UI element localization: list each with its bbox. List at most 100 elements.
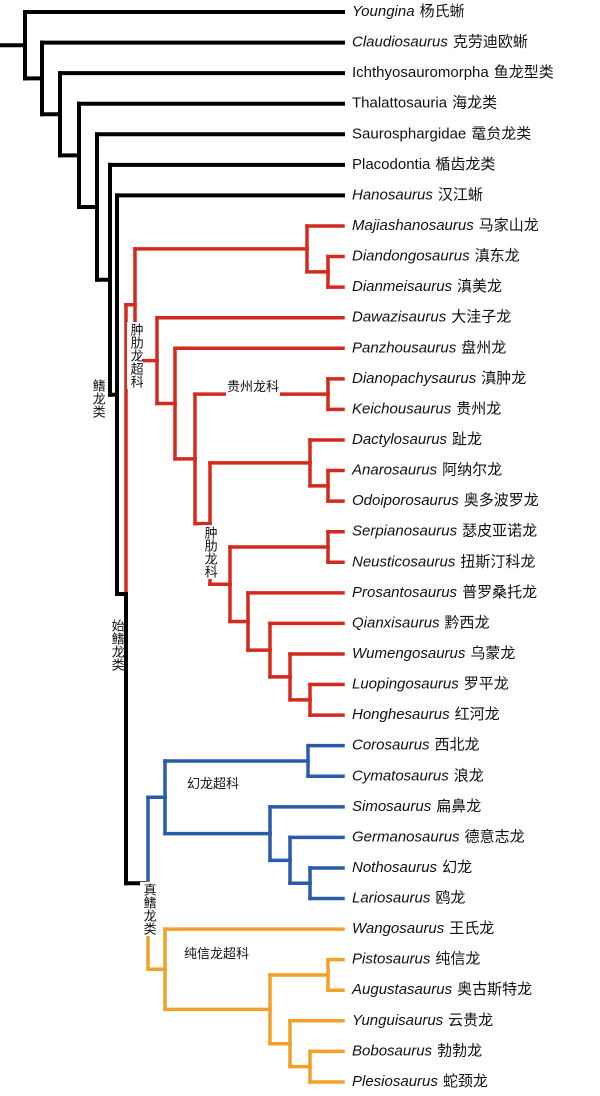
taxon-chinese: 纯信龙 bbox=[435, 951, 480, 968]
taxon-latin: Dianopachysaurus bbox=[352, 370, 477, 387]
taxon-chinese: 海龙类 bbox=[452, 95, 497, 112]
taxon-latin: Odoiporosaurus bbox=[352, 492, 459, 509]
taxon-chinese: 瑟皮亚诺龙 bbox=[462, 523, 537, 540]
taxon-latin: Youngina bbox=[352, 3, 415, 20]
taxon-chinese: 普罗桑托龙 bbox=[462, 584, 537, 601]
taxon-label: Germanosaurus 德意志龙 bbox=[352, 827, 525, 845]
taxon-label: Qianxisaurus 黔西龙 bbox=[352, 614, 490, 631]
taxon-chinese: 盘州龙 bbox=[461, 338, 506, 356]
taxon-latin: Serpianosaurus bbox=[352, 523, 458, 540]
taxon-label: Youngina 杨氏蜥 bbox=[352, 3, 465, 20]
taxon-latin: Majiashanosaurus bbox=[352, 217, 474, 234]
taxon-chinese: 滇肿龙 bbox=[481, 370, 526, 387]
taxon-latin: Wangosaurus bbox=[352, 920, 445, 937]
taxon-latin: Lariosaurus bbox=[352, 889, 431, 906]
taxon-chinese: 奥古斯特龙 bbox=[457, 981, 532, 998]
taxon-latin: Simosaurus bbox=[352, 798, 432, 815]
clade-label: 贵州龙科 bbox=[226, 380, 281, 396]
taxon-label: Bobosaurus 勃勃龙 bbox=[352, 1042, 482, 1059]
taxon-label: Lariosaurus 鸥龙 bbox=[352, 889, 465, 906]
taxon-latin: Thalattosauria bbox=[352, 95, 448, 112]
taxon-latin: Bobosaurus bbox=[352, 1042, 433, 1059]
taxon-chinese: 乌蒙龙 bbox=[470, 645, 515, 662]
taxon-latin: Claudiosaurus bbox=[352, 34, 448, 51]
taxon-label: Nothosaurus 幻龙 bbox=[352, 859, 472, 876]
taxon-latin: Corosaurus bbox=[352, 737, 430, 754]
taxon-latin: Augustasaurus bbox=[351, 981, 453, 998]
taxon-chinese: 鼋贠龙类 bbox=[471, 125, 531, 142]
taxon-chinese: 红河龙 bbox=[455, 706, 500, 723]
taxon-label: Serpianosaurus 瑟皮亚诺龙 bbox=[352, 523, 537, 540]
taxon-label: Corosaurus 西北龙 bbox=[352, 737, 480, 754]
taxon-label: Hanosaurus 汉江蜥 bbox=[352, 186, 483, 203]
taxon-latin: Placodontia bbox=[352, 156, 431, 173]
taxon-label: Saurosphargidae 鼋贠龙类 bbox=[352, 125, 531, 142]
taxon-chinese: 幻龙 bbox=[442, 859, 472, 876]
taxon-label: Cymatosaurus 浪龙 bbox=[352, 767, 484, 784]
taxon-label: Anarosaurus 阿纳尔龙 bbox=[351, 462, 502, 479]
taxon-latin: Panzhousaurus bbox=[352, 339, 457, 356]
taxon-chinese: 鱼龙型类 bbox=[494, 63, 554, 81]
taxon-latin: Neusticosaurus bbox=[352, 553, 456, 570]
taxon-latin: Wumengosaurus bbox=[352, 645, 466, 662]
taxon-label: Panzhousaurus 盘州龙 bbox=[352, 338, 506, 356]
taxon-label: Odoiporosaurus 奥多波罗龙 bbox=[352, 492, 539, 509]
taxon-chinese: 扭斯汀科龙 bbox=[460, 553, 535, 570]
clade-label: 真鳍龙类 bbox=[140, 882, 156, 936]
taxon-latin: Saurosphargidae bbox=[352, 125, 466, 142]
taxon-label: Luopingosaurus 罗平龙 bbox=[352, 676, 509, 693]
clade-label: 纯信龙超科 bbox=[183, 947, 251, 963]
taxon-label: Dawazisaurus 大洼子龙 bbox=[352, 309, 511, 326]
taxon-chinese: 蛇颈龙 bbox=[443, 1073, 488, 1090]
taxon-label: Pistosaurus 纯信龙 bbox=[352, 951, 480, 968]
clade-label: 幻龙超科 bbox=[186, 777, 241, 793]
taxon-latin: Honghesaurus bbox=[352, 706, 450, 723]
taxon-label: Dianmeisaurus 滇美龙 bbox=[352, 278, 502, 295]
taxon-latin: Pistosaurus bbox=[352, 951, 431, 968]
taxon-chinese: 趾龙 bbox=[452, 431, 482, 448]
taxon-chinese: 德意志龙 bbox=[465, 827, 525, 845]
taxon-latin: Dawazisaurus bbox=[352, 309, 447, 326]
taxon-latin: Cymatosaurus bbox=[352, 767, 449, 784]
taxon-chinese: 马家山龙 bbox=[479, 217, 539, 234]
taxon-chinese: 大洼子龙 bbox=[451, 309, 511, 326]
taxon-latin: Plesiosaurus bbox=[352, 1073, 438, 1090]
taxon-label: Keichousaurus 贵州龙 bbox=[352, 400, 501, 417]
taxon-label: Placodontia 楯齿龙类 bbox=[352, 156, 495, 173]
taxon-label: Ichthyosauromorpha 鱼龙型类 bbox=[352, 63, 554, 81]
taxon-chinese: 王氏龙 bbox=[449, 920, 494, 937]
taxon-chinese: 奥多波罗龙 bbox=[464, 492, 539, 509]
taxon-chinese: 贵州龙 bbox=[456, 400, 501, 417]
taxon-chinese: 克劳迪欧蜥 bbox=[453, 34, 528, 51]
taxon-label: Wangosaurus 王氏龙 bbox=[352, 920, 494, 937]
taxon-latin: Prosantosaurus bbox=[352, 584, 458, 601]
taxon-chinese: 浪龙 bbox=[454, 767, 484, 784]
taxon-latin: Dactylosaurus bbox=[352, 431, 448, 448]
taxon-latin: Luopingosaurus bbox=[352, 676, 459, 693]
taxon-chinese: 云贵龙 bbox=[448, 1012, 493, 1029]
taxon-label: Dianopachysaurus 滇肿龙 bbox=[352, 370, 526, 387]
taxon-latin: Hanosaurus bbox=[352, 186, 433, 203]
taxon-chinese: 汉江蜥 bbox=[438, 186, 483, 203]
taxon-chinese: 杨氏蜥 bbox=[420, 3, 465, 20]
taxon-chinese: 黔西龙 bbox=[445, 614, 490, 631]
taxon-label: Diandongosaurus 滇东龙 bbox=[352, 248, 520, 265]
taxon-latin: Ichthyosauromorpha bbox=[352, 64, 489, 81]
taxon-label: Dactylosaurus 趾龙 bbox=[352, 431, 482, 448]
clade-label: 始鳍龙类 bbox=[108, 618, 124, 672]
taxon-label: Wumengosaurus 乌蒙龙 bbox=[352, 645, 515, 662]
taxon-latin: Diandongosaurus bbox=[352, 248, 470, 265]
taxon-latin: Qianxisaurus bbox=[352, 614, 440, 631]
taxon-chinese: 楯齿龙类 bbox=[435, 156, 495, 173]
taxon-chinese: 阿纳尔龙 bbox=[442, 462, 502, 479]
taxon-label: Majiashanosaurus 马家山龙 bbox=[352, 217, 539, 234]
taxon-chinese: 扁鼻龙 bbox=[436, 798, 481, 815]
clade-label: 肿肋龙超科 bbox=[127, 322, 143, 389]
clade-label: 肿肋龙科 bbox=[201, 525, 217, 579]
taxon-label: Thalattosauria 海龙类 bbox=[352, 95, 497, 112]
taxon-chinese: 滇美龙 bbox=[457, 278, 502, 295]
taxon-latin: Anarosaurus bbox=[351, 462, 438, 479]
taxon-chinese: 罗平龙 bbox=[464, 676, 509, 693]
taxon-chinese: 西北龙 bbox=[435, 737, 480, 754]
